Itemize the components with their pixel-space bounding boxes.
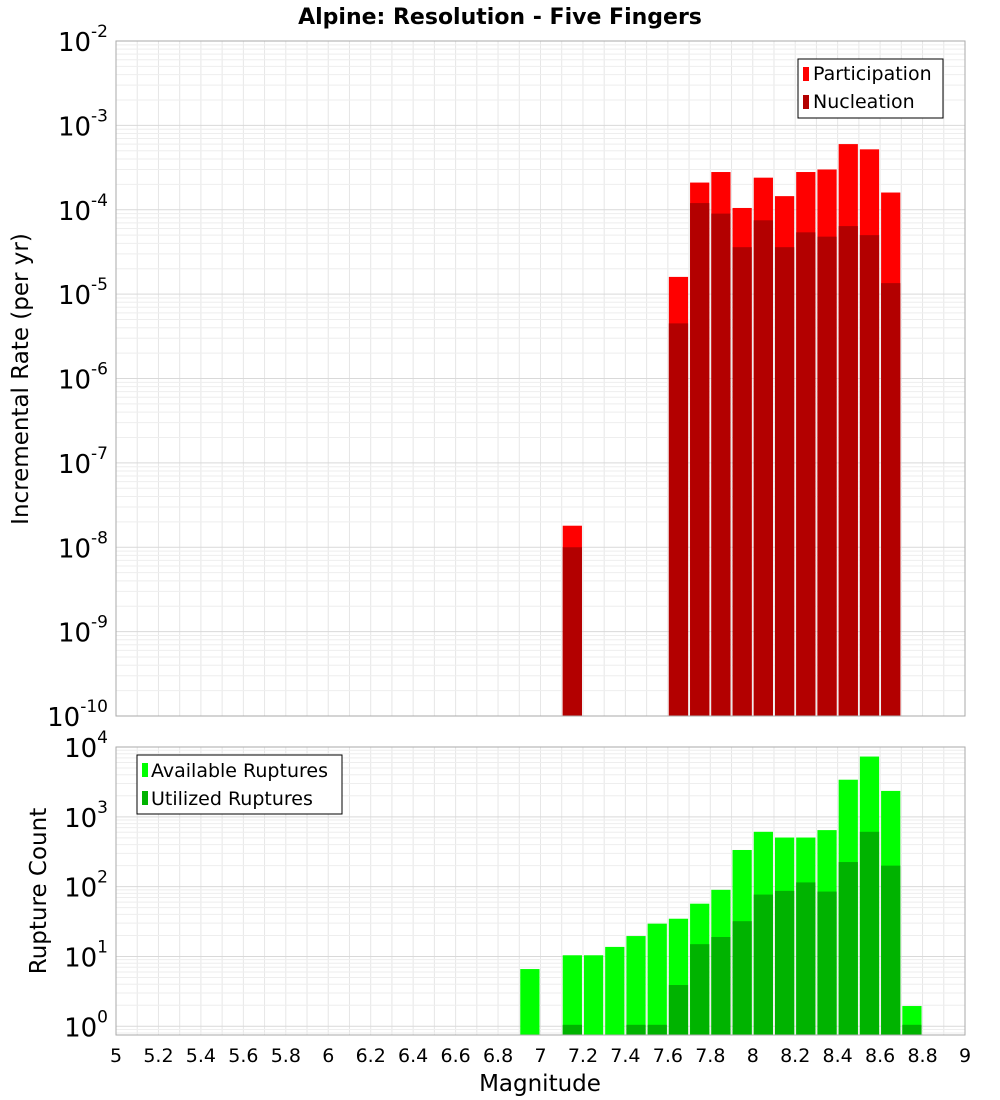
legend-swatch-nucleation: [803, 95, 809, 109]
y-tick-label: 10-5: [58, 275, 108, 311]
x-tick-label: 5.8: [271, 1045, 301, 1067]
x-tick-label: 8.4: [823, 1045, 853, 1067]
bar-available-ruptures: [520, 969, 540, 1035]
bar-utilized-ruptures: [796, 882, 816, 1035]
bar-available-ruptures: [605, 946, 625, 1035]
x-tick-label: 8.2: [780, 1045, 810, 1067]
legend-swatch-available: [142, 763, 148, 777]
bar-nucleation: [838, 226, 858, 716]
bar-utilized-ruptures: [690, 944, 710, 1035]
bar-nucleation: [753, 220, 773, 717]
bar-nucleation: [711, 213, 731, 717]
x-tick-label: 5.6: [228, 1045, 258, 1067]
bar-utilized-ruptures: [774, 890, 795, 1035]
top-y-axis-label: Incremental Rate (per yr): [8, 233, 34, 525]
x-tick-label: 5.4: [186, 1045, 216, 1067]
x-tick-label: 6: [322, 1045, 334, 1067]
legend-label-available: Available Ruptures: [151, 760, 328, 782]
top-legend-box: [797, 58, 944, 119]
bar-available-ruptures: [562, 955, 582, 1035]
bar-nucleation: [668, 323, 689, 716]
bar-utilized-ruptures: [668, 985, 689, 1035]
bar-utilized-ruptures: [562, 1024, 582, 1035]
x-tick-label: 9: [959, 1045, 971, 1067]
y-tick-label: 10-2: [58, 22, 108, 58]
chart-title: Alpine: Resolution - Five Fingers: [298, 5, 702, 30]
bar-nucleation: [562, 547, 582, 716]
legend-swatch-participation: [803, 67, 809, 81]
bottom-y-axis-label: Rupture Count: [26, 808, 52, 974]
bar-utilized-ruptures: [753, 894, 773, 1035]
legend-swatch-utilized: [142, 791, 148, 805]
x-axis-label: Magnitude: [479, 1071, 601, 1097]
y-tick-label: 100: [64, 1007, 108, 1043]
x-tick-label: 6.8: [483, 1045, 513, 1067]
top-chart: 10-10 10-9 10-8 10-7 10-6 10-5 10-4 10-3 10-2 In…: [8, 22, 966, 733]
bar-utilized-ruptures: [647, 1024, 667, 1035]
bar-utilized-ruptures: [859, 831, 880, 1035]
bar-utilized-ruptures: [732, 921, 752, 1035]
top-bars: [562, 144, 901, 717]
y-tick-label: 102: [64, 868, 108, 904]
bottom-legend-box: [136, 754, 343, 815]
y-tick-label: 103: [64, 798, 108, 834]
bar-available-ruptures: [626, 936, 646, 1035]
x-tick-label: 6.4: [398, 1045, 428, 1067]
y-tick-label: 10-8: [58, 528, 108, 564]
x-tick-label: 5.2: [143, 1045, 173, 1067]
top-plot-frame: [115, 40, 966, 717]
x-tick-label: 7: [534, 1045, 546, 1067]
x-tick-label: 6.2: [356, 1045, 386, 1067]
x-tick-label: 7.2: [568, 1045, 598, 1067]
bottom-plot-frame: [115, 746, 966, 1036]
top-legend: Participation Nucleation: [797, 58, 944, 119]
bar-nucleation: [881, 283, 901, 716]
y-tick-label: 104: [64, 728, 108, 764]
bottom-chart: 100 101 102 103 104 5 5.2 5.4 5.6 5.8 6 6.2 6.4 6.6 6…: [26, 728, 971, 1097]
y-tick-label: 10-3: [58, 106, 108, 142]
bar-utilized-ruptures: [817, 891, 837, 1035]
bar-available-ruptures: [647, 923, 667, 1035]
x-tick-label: 8.8: [907, 1045, 937, 1067]
bar-utilized-ruptures: [626, 1024, 646, 1035]
x-tick-label: 8: [747, 1045, 759, 1067]
bar-available-ruptures: [583, 955, 604, 1035]
y-tick-label: 10-10: [47, 697, 108, 733]
bar-nucleation: [690, 203, 710, 716]
bar-nucleation: [796, 232, 816, 716]
bar-utilized-ruptures: [711, 936, 731, 1035]
y-tick-label: 10-9: [58, 613, 108, 649]
bar-nucleation: [859, 235, 880, 716]
bottom-y-tick-labels: 100 101 102 103 104: [64, 728, 108, 1043]
legend-label-utilized: Utilized Ruptures: [151, 788, 313, 810]
y-tick-label: 101: [64, 937, 108, 973]
y-tick-label: 10-4: [58, 191, 108, 227]
bar-utilized-ruptures: [902, 1024, 922, 1035]
bottom-legend: Available Ruptures Utilized Ruptures: [136, 754, 343, 815]
bar-nucleation: [817, 236, 837, 716]
x-tick-label: 8.6: [865, 1045, 895, 1067]
y-tick-label: 10-7: [58, 444, 108, 480]
x-tick-label: 7.6: [653, 1045, 683, 1067]
top-y-tick-labels: 10-10 10-9 10-8 10-7 10-6 10-5 10-4 10-3 10-2: [47, 22, 108, 733]
x-tick-labels: 5 5.2 5.4 5.6 5.8 6 6.2 6.4 6.6 6.8 7 7.2 7.4 7.6 7.8 8…: [110, 1045, 971, 1067]
bottom-bars: [520, 756, 922, 1035]
bar-utilized-ruptures: [838, 862, 858, 1035]
legend-label-participation: Participation: [813, 63, 932, 85]
y-tick-label: 10-6: [58, 360, 108, 396]
x-tick-label: 6.6: [440, 1045, 470, 1067]
bar-nucleation: [732, 247, 752, 716]
bar-nucleation: [774, 247, 795, 716]
x-tick-label: 7.8: [695, 1045, 725, 1067]
bar-utilized-ruptures: [881, 865, 901, 1035]
top-grid: [116, 41, 965, 716]
x-tick-label: 7.4: [610, 1045, 640, 1067]
x-tick-label: 5: [110, 1045, 122, 1067]
legend-label-nucleation: Nucleation: [813, 91, 915, 113]
